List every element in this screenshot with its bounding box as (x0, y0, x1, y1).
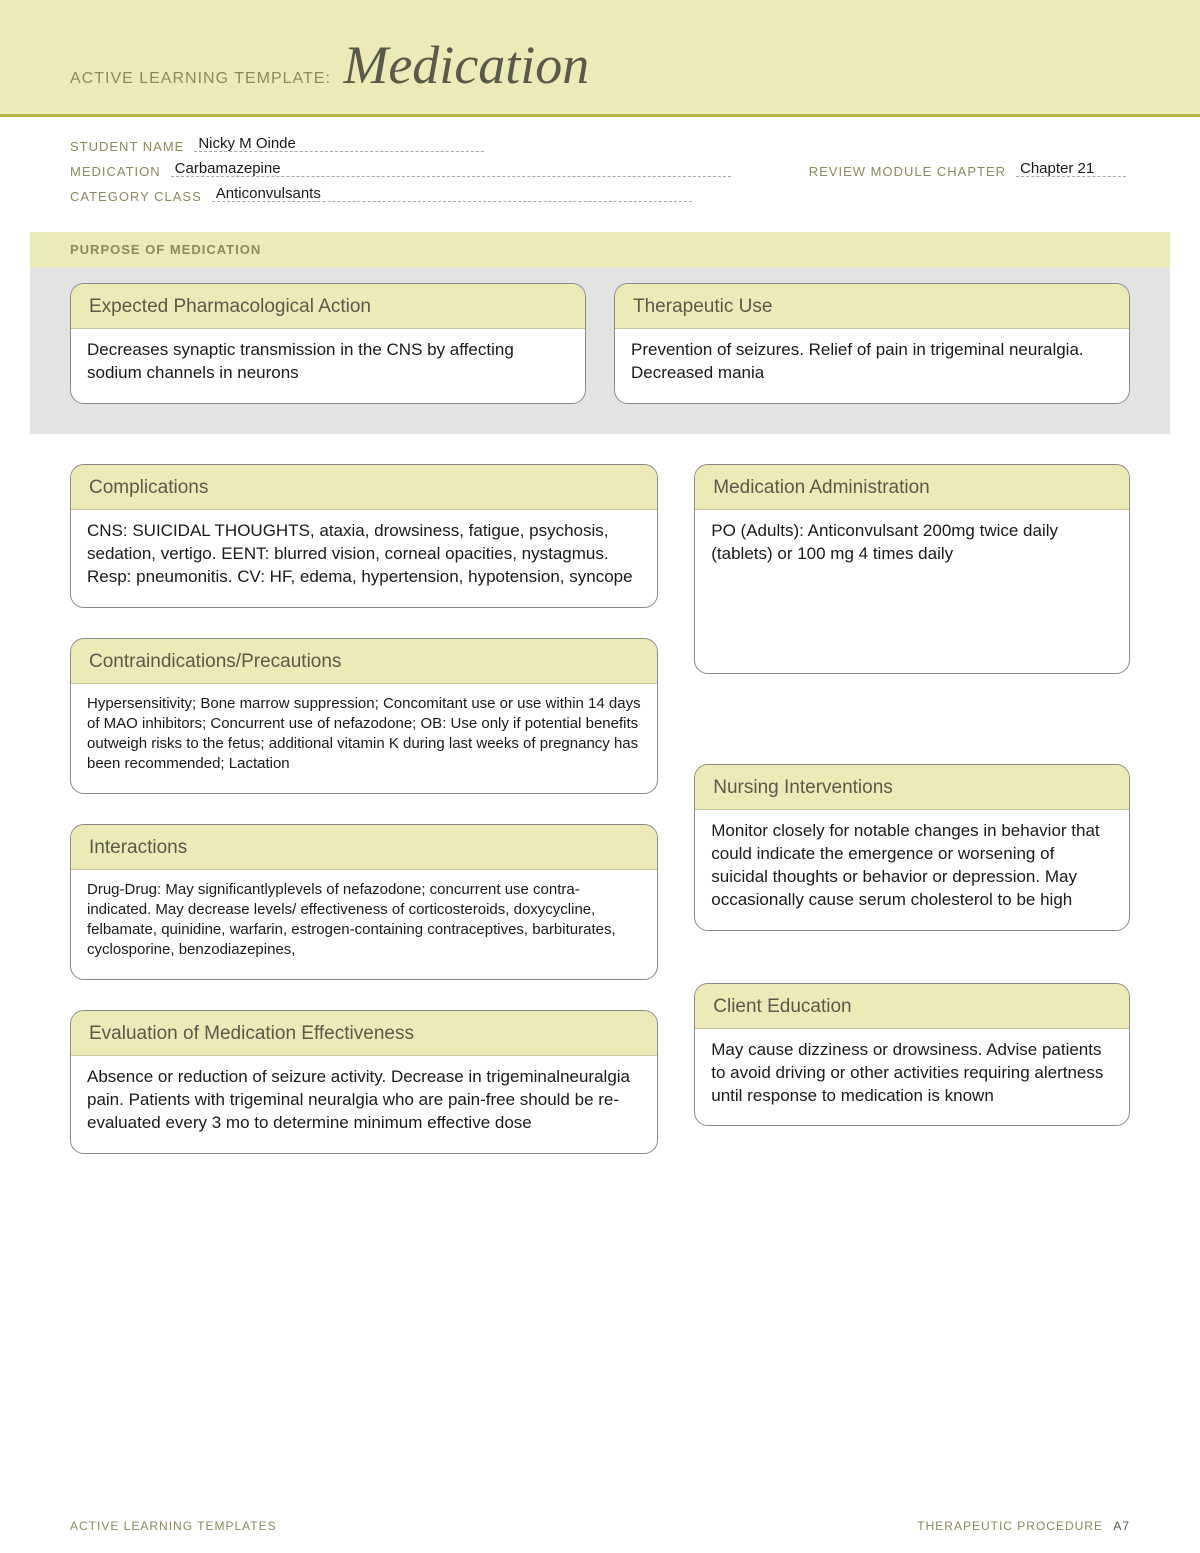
box-administration-body: PO (Adults): Anticonvulsant 200mg twice … (695, 510, 1129, 584)
box-interactions-title: Interactions (71, 825, 657, 870)
column-left: Complications CNS: SUICIDAL THOUGHTS, at… (70, 464, 658, 1154)
box-client-education-body: May cause dizziness or drowsiness. Advis… (695, 1029, 1129, 1126)
purpose-section-label: PURPOSE OF MEDICATION (30, 232, 1170, 267)
student-value: Nicky M Oinde (198, 135, 296, 152)
box-interactions: Interactions Drug-Drug: May significantl… (70, 824, 658, 980)
category-underline: Anticonvulsants (212, 201, 692, 202)
student-underline: Nicky M Oinde (194, 151, 484, 152)
box-nursing-title: Nursing Interventions (695, 765, 1129, 810)
banner-prefix: ACTIVE LEARNING TEMPLATE: (70, 70, 331, 87)
box-expected-action-title: Expected Pharmacological Action (71, 284, 585, 329)
box-evaluation-body: Absence or reduction of seizure activity… (71, 1056, 657, 1153)
medication-value: Carbamazepine (175, 160, 281, 177)
footer-left: ACTIVE LEARNING TEMPLATES (70, 1519, 277, 1533)
box-therapeutic-use-body: Prevention of seizures. Relief of pain i… (615, 329, 1129, 403)
category-label: CATEGORY CLASS (70, 189, 202, 204)
connector-line (908, 931, 916, 961)
meta-row-medication: MEDICATION Carbamazepine REVIEW MODULE C… (70, 164, 1130, 179)
meta-row-category: CATEGORY CLASS Anticonvulsants (70, 189, 1130, 204)
box-contraindications-body: Hypersensitivity; Bone marrow suppressio… (71, 684, 657, 793)
box-nursing-body: Monitor closely for notable changes in b… (695, 810, 1129, 930)
box-expected-action-body: Decreases synaptic transmission in the C… (71, 329, 585, 403)
category-value: Anticonvulsants (216, 185, 321, 202)
content-columns: Complications CNS: SUICIDAL THOUGHTS, at… (0, 434, 1200, 1154)
purpose-section: PURPOSE OF MEDICATION Expected Pharmacol… (30, 232, 1170, 434)
column-right: Medication Administration PO (Adults): A… (694, 464, 1130, 1154)
box-expected-action: Expected Pharmacological Action Decrease… (70, 283, 586, 404)
box-complications-body: CNS: SUICIDAL THOUGHTS, ataxia, drowsine… (71, 510, 657, 607)
page: ACTIVE LEARNING TEMPLATE: Medication STU… (0, 0, 1200, 1553)
box-nursing: Nursing Interventions Monitor closely fo… (694, 764, 1130, 931)
medication-label: MEDICATION (70, 164, 161, 179)
box-evaluation: Evaluation of Medication Effectiveness A… (70, 1010, 658, 1154)
review-label: REVIEW MODULE CHAPTER (809, 164, 1006, 179)
purpose-inner: Expected Pharmacological Action Decrease… (30, 267, 1170, 404)
banner: ACTIVE LEARNING TEMPLATE: Medication (0, 0, 1200, 117)
student-label: STUDENT NAME (70, 139, 184, 154)
box-complications-title: Complications (71, 465, 657, 510)
box-interactions-body: Drug-Drug: May significantlyplevels of n… (71, 870, 657, 979)
review-value: Chapter 21 (1020, 160, 1094, 177)
box-contraindications: Contraindications/Precautions Hypersensi… (70, 638, 658, 794)
box-therapeutic-use: Therapeutic Use Prevention of seizures. … (614, 283, 1130, 404)
footer-page-number: A7 (1113, 1519, 1130, 1533)
box-administration: Medication Administration PO (Adults): A… (694, 464, 1130, 674)
box-administration-title: Medication Administration (695, 465, 1129, 510)
box-evaluation-title: Evaluation of Medication Effectiveness (71, 1011, 657, 1056)
meta-row-student: STUDENT NAME Nicky M Oinde (70, 139, 1130, 154)
medication-underline: Carbamazepine (171, 176, 731, 177)
footer-right-text: THERAPEUTIC PROCEDURE (917, 1519, 1103, 1533)
footer-right: THERAPEUTIC PROCEDURE A7 (917, 1519, 1130, 1533)
box-complications: Complications CNS: SUICIDAL THOUGHTS, at… (70, 464, 658, 608)
review-underline: Chapter 21 (1016, 176, 1126, 177)
box-therapeutic-use-title: Therapeutic Use (615, 284, 1129, 329)
box-client-education: Client Education May cause dizziness or … (694, 983, 1130, 1127)
banner-title: Medication (343, 35, 589, 95)
box-contraindications-title: Contraindications/Precautions (71, 639, 657, 684)
footer: ACTIVE LEARNING TEMPLATES THERAPEUTIC PR… (70, 1519, 1130, 1533)
meta-block: STUDENT NAME Nicky M Oinde MEDICATION Ca… (0, 117, 1200, 232)
box-client-education-title: Client Education (695, 984, 1129, 1029)
